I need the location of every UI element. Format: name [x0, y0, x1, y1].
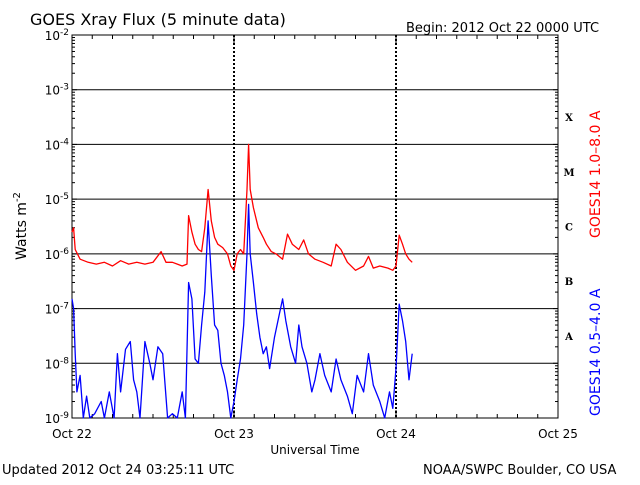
- y-tick-label: 10-2: [45, 28, 69, 43]
- legend-long-channel: GOES14 1.0–8.0 A: [588, 110, 604, 238]
- x-tick-label: Oct 22: [52, 427, 92, 441]
- x-tick-label: Oct 23: [214, 427, 254, 441]
- chart-title: GOES Xray Flux (5 minute data): [30, 10, 286, 29]
- flare-class-x: X: [565, 113, 573, 124]
- gridlines: [72, 89, 558, 364]
- y-tick-label: 10-3: [45, 83, 69, 98]
- flare-class-b: B: [565, 277, 573, 288]
- begin-label: Begin: 2012 Oct 22 0000 UTC: [406, 21, 599, 36]
- y-tick-label: 10-6: [45, 247, 70, 262]
- data-series: [71, 143, 413, 419]
- legend-short-channel: GOES14 0.5–4.0 A: [588, 288, 604, 416]
- series-long-channel: [71, 143, 413, 271]
- y-tick-label: 10-7: [45, 302, 69, 317]
- plot-frame: [71, 34, 559, 419]
- y-axis-ticks: 10-2 10-3 10-4 10-5 10-6 10-7 10-8 10-9: [45, 28, 558, 426]
- flare-class-c: C: [565, 223, 573, 234]
- y-tick-label: 10-5: [45, 192, 69, 207]
- flare-class-m: M: [563, 168, 574, 179]
- y-tick-label: 10-9: [45, 411, 70, 426]
- y-tick-label: 10-8: [45, 356, 70, 371]
- flare-class-labels: X M C B A: [563, 113, 574, 343]
- series-short-channel: [71, 203, 413, 419]
- x-tick-label: Oct 24: [376, 427, 416, 441]
- y-axis-label: Watts m-2: [12, 192, 30, 260]
- flare-class-a: A: [564, 332, 573, 343]
- x-axis-ticks: Oct 22 Oct 23 Oct 24 Oct 25: [52, 35, 578, 441]
- updated-label: Updated 2012 Oct 24 03:25:11 UTC: [2, 463, 234, 478]
- x-tick-label: Oct 25: [538, 427, 578, 441]
- y-tick-label: 10-4: [45, 137, 70, 152]
- x-axis-label: Universal Time: [270, 443, 359, 457]
- credit-label: NOAA/SWPC Boulder, CO USA: [423, 463, 616, 478]
